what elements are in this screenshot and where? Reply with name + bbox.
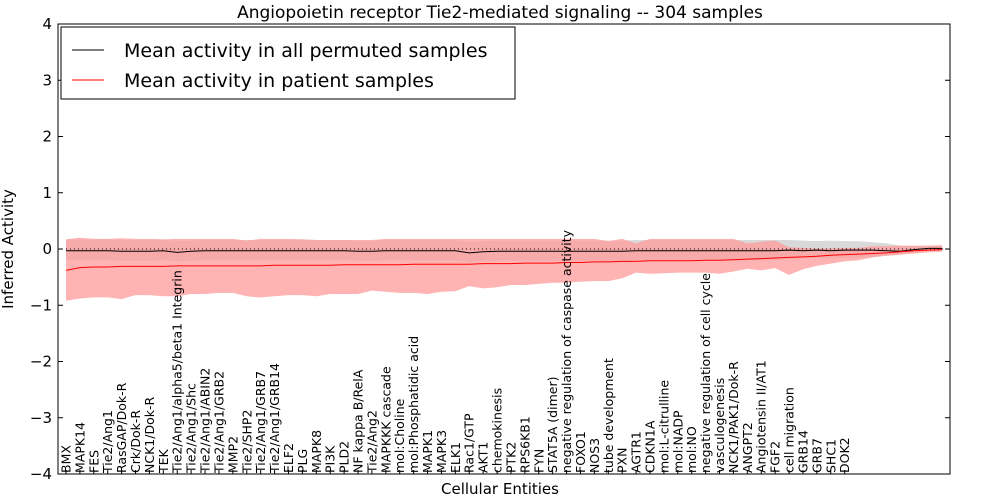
y-tick-label: 4 [42, 15, 52, 33]
x-tick-label: Tie2/Ang2 [364, 410, 379, 474]
legend-label-permuted: Mean activity in all permuted samples [124, 40, 487, 62]
y-tick-label: −3 [30, 409, 52, 427]
x-tick-label: Angiotensin II/AT1 [754, 360, 769, 473]
x-tick-label: chemokinesis [490, 388, 505, 473]
x-axis-label: Cellular Entities [441, 480, 559, 498]
x-tick-label: RPS6KB1 [517, 416, 532, 473]
x-tick-labels: BMXMAPK14FESTie2/Ang1RasGAP/Dok-RCrk/Dok… [59, 229, 853, 474]
x-tick-label: MAPK8 [309, 430, 324, 473]
x-tick-label: Tie2/Ang1/ABIN2 [198, 368, 213, 474]
x-tick-label: TEK [156, 448, 171, 474]
x-tick-label: Rac1/GTP [462, 413, 477, 473]
x-tick-label: AGTR1 [629, 431, 644, 473]
x-tick-label: negative regulation of caspase activity [559, 229, 574, 473]
x-tick-label: RasGAP/Dok-R [114, 382, 129, 473]
x-tick-label: PLG [295, 449, 310, 473]
x-tick-label: NCK1/Dok-R [142, 397, 157, 473]
x-tick-label: FYN [531, 449, 546, 473]
y-tick-label: 1 [42, 184, 52, 202]
x-tick-label: Tie2/SHP2 [239, 410, 254, 474]
x-tick-label: DOK2 [837, 437, 852, 473]
x-tick-label: Tie2/Ang1/alpha5/beta1 Integrin [170, 270, 185, 474]
x-tick-label: CDKN1A [643, 420, 658, 473]
x-tick-label: mol:L-citrulline [656, 380, 671, 473]
x-tick-label: cell migration [782, 387, 797, 473]
y-tick-label: −1 [30, 296, 52, 314]
x-tick-label: NOS3 [587, 438, 602, 473]
x-tick-label: negative regulation of cell cycle [698, 273, 713, 473]
x-tick-label: Crk/Dok-R [128, 410, 143, 473]
x-tick-label: BMX [59, 445, 74, 473]
x-tick-label: STAT5A (dimer) [545, 377, 560, 473]
x-tick-label: Tie2/Ang1/Shc [184, 383, 199, 474]
x-tick-label: Tie2/Ang1/GRB2 [212, 371, 227, 474]
x-tick-label: ELF2 [281, 443, 296, 473]
y-tick-label: 0 [42, 240, 52, 258]
x-tick-label: PXN [615, 448, 630, 473]
line-layer [58, 247, 950, 271]
x-tick-label: ELK1 [448, 442, 463, 473]
legend-label-patient: Mean activity in patient samples [124, 70, 434, 92]
x-tick-label: PLD2 [337, 441, 352, 473]
chart-title: Angiopoietin receptor Tie2-mediated sign… [237, 3, 763, 23]
x-tick-label: PI3K [323, 445, 338, 473]
x-tick-label: mol:NADP [670, 410, 685, 473]
series-line-patient [65, 249, 943, 271]
patient-band [66, 237, 942, 301]
x-tick-label: FES [86, 450, 101, 473]
x-tick-label: mol:Choline [392, 398, 407, 473]
x-tick-label: MAPKKK cascade [378, 366, 393, 473]
x-tick-label: FGF2 [768, 441, 783, 473]
x-tick-label: PTK2 [504, 442, 519, 473]
y-tick-label: 2 [42, 128, 52, 146]
x-tick-label: Tie2/Ang1/GRB7 [253, 371, 268, 474]
x-tick-label: tube development [601, 358, 616, 473]
plot-frame [57, 23, 951, 475]
y-tick-label: −4 [30, 465, 52, 483]
x-tick-label: MAPK1 [420, 430, 435, 473]
x-tick-label: NF kappa B/RelA [351, 369, 366, 473]
y-tick-label: 3 [42, 71, 52, 89]
x-tick-label: FOXO1 [573, 431, 588, 473]
legend-box [60, 26, 516, 100]
x-tick-label: MMP2 [225, 436, 240, 473]
x-tick-label: mol:NO [684, 426, 699, 473]
x-tick-label: MAPK14 [72, 422, 87, 473]
x-tick-label: vasculogenesis [712, 378, 727, 473]
x-tick-label: AKT1 [476, 442, 491, 473]
y-tick-label: −2 [30, 353, 52, 371]
x-tick-label: NCK1/PAK1/Dok-R [726, 361, 741, 473]
x-tick-label: SHC1 [823, 439, 838, 473]
x-tick-label: GRB14 [796, 430, 811, 473]
band-layer [66, 237, 942, 301]
y-axis-label: Inferred Activity [0, 189, 17, 309]
series-line-permuted [66, 247, 942, 254]
legend: Mean activity in all permuted samples Me… [60, 26, 516, 100]
axis-layer: 4 3 2 1 0 −1 −2 −3 −4 [30, 15, 950, 483]
x-tick-label: GRB7 [809, 438, 824, 473]
x-tick-label: ANGPT2 [740, 422, 755, 473]
x-tick-label: Tie2/Ang1 [100, 410, 115, 474]
x-tick-label: mol:Phosphatidic acid [406, 336, 421, 473]
x-tick-label: Tie2/Ang1/GRB14 [267, 363, 282, 474]
x-tick-label: MAPK3 [434, 430, 449, 473]
